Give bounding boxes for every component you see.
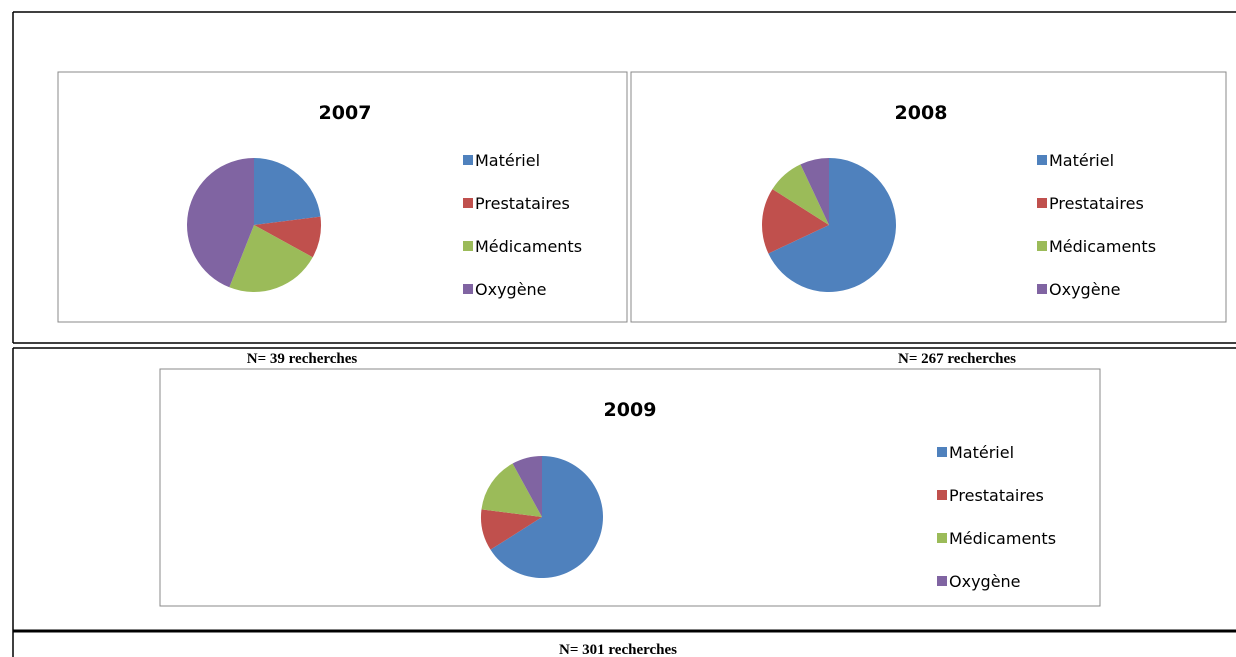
chart-title: 2008 xyxy=(895,102,948,124)
legend-label: Matériel xyxy=(475,151,540,170)
caption: N= 301 recherches xyxy=(559,642,677,657)
legend-swatch xyxy=(1037,241,1047,251)
pie-slice xyxy=(254,216,321,258)
legend-swatch xyxy=(1037,198,1047,208)
legend-label: Matériel xyxy=(1049,151,1114,170)
chart-title: 2007 xyxy=(319,102,372,124)
pie-slice xyxy=(762,189,829,254)
pie-slice xyxy=(481,463,542,517)
legend-label: Oxygène xyxy=(475,280,547,299)
pie-slice xyxy=(768,158,896,292)
pie-slice xyxy=(229,225,313,292)
legend-label: Médicaments xyxy=(1049,237,1156,256)
chart-frame xyxy=(57,71,628,323)
caption: N= 39 recherches xyxy=(247,351,358,367)
legend-swatch xyxy=(1037,155,1047,165)
legend-label: Matériel xyxy=(949,443,1014,462)
legend-label: Médicaments xyxy=(475,237,582,256)
legend-label: Oxygène xyxy=(949,572,1021,591)
legend-swatch xyxy=(463,241,473,251)
legend-swatch xyxy=(1037,284,1047,294)
legend-label: Médicaments xyxy=(949,529,1056,548)
pie-slice xyxy=(254,158,321,225)
pie-slice xyxy=(186,158,254,288)
legend-swatch xyxy=(937,447,947,457)
chart-frame xyxy=(159,368,1101,607)
legend-swatch xyxy=(463,284,473,294)
chart-title: 2009 xyxy=(604,399,657,421)
legend-swatch xyxy=(937,490,947,500)
pie-slice xyxy=(772,164,829,225)
pie-slice xyxy=(490,455,603,578)
legend-label: Prestataires xyxy=(949,486,1044,505)
legend-label: Oxygène xyxy=(1049,280,1121,299)
legend-label: Prestataires xyxy=(475,194,570,213)
legend-swatch xyxy=(463,198,473,208)
caption: N= 267 recherches xyxy=(898,351,1016,367)
chart-frame xyxy=(630,71,1227,323)
legend-swatch xyxy=(937,576,947,586)
legend-label: Prestataires xyxy=(1049,194,1144,213)
legend-swatch xyxy=(937,533,947,543)
legend-swatch xyxy=(463,155,473,165)
pie-slice xyxy=(481,509,542,550)
pie-slice xyxy=(512,456,542,517)
pie-slice xyxy=(800,158,829,225)
